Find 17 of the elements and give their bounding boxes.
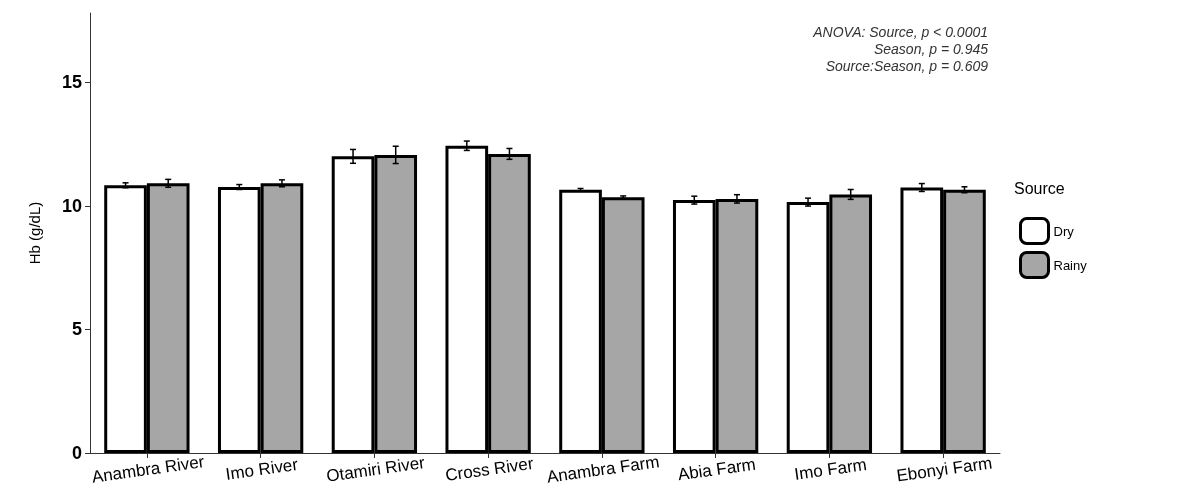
x-tick-label: Abia Farm: [676, 454, 757, 485]
x-tick-label: Cross River: [444, 453, 535, 485]
x-tick-label: Ebonyi Farm: [895, 453, 994, 486]
x-tick-label: Anambra Farm: [545, 452, 661, 487]
legend-label: Rainy: [1053, 257, 1088, 273]
y-tick-label: 0: [71, 443, 82, 463]
x-tick-label: Imo Farm: [793, 454, 868, 484]
x-tick-label: Imo River: [224, 454, 300, 484]
x-tick-label: Anambra River: [90, 452, 206, 487]
legend-label: Dry: [1053, 223, 1075, 239]
x-tick-label: Otamiri River: [325, 453, 427, 486]
annotation: ANOVA: Source, p < 0.0001 Season, p = 0.945 Source:Season, p = 0.609: [812, 23, 989, 74]
y-tick-label: 5: [71, 319, 82, 340]
y-tick-label: 10: [61, 195, 82, 216]
y-axis-title: Hb (g/dL): [26, 201, 43, 265]
legend-title: Source: [1014, 179, 1065, 197]
y-tick-label: 15: [61, 72, 82, 93]
